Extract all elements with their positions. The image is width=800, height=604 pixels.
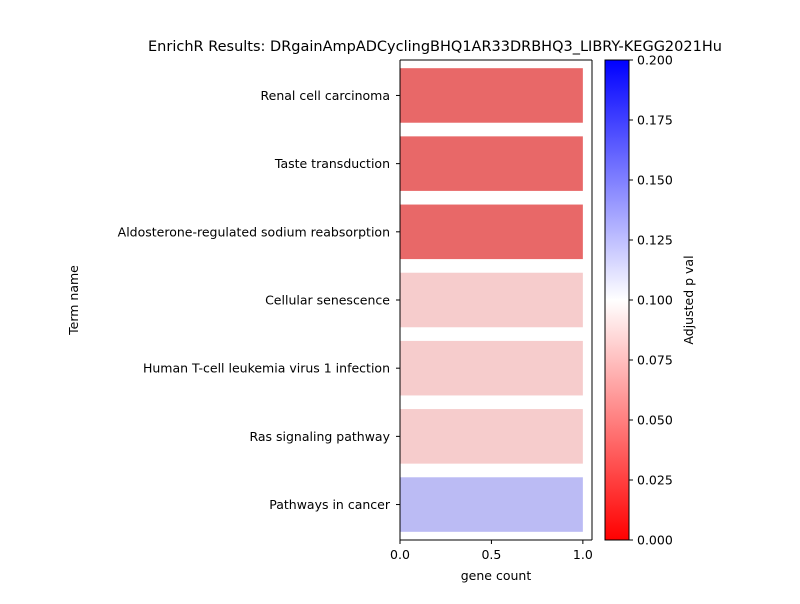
- colorbar: Adjusted p val 0.000 0.025 0.050 0.075 0.100…: [604, 53, 696, 548]
- y-tick-label: Taste transduction: [274, 156, 390, 171]
- x-tick-label: 0.5: [481, 547, 501, 562]
- x-tick-label: 1.0: [573, 547, 593, 562]
- chart-title: EnrichR Results: DRgainAmpADCyclingBHQ1A…: [148, 39, 722, 55]
- y-tick-label: Renal cell carcinoma: [261, 88, 390, 103]
- bar: [400, 477, 583, 532]
- bars-layer: [400, 68, 583, 532]
- colorbar-tick-label: 0.075: [637, 353, 673, 368]
- y-tick-label: Aldosterone-regulated sodium reabsorptio…: [118, 224, 390, 239]
- colorbar-tick-label: 0.000: [637, 533, 673, 548]
- x-tick-label: 0.0: [390, 547, 410, 562]
- colorbar-tick-label: 0.150: [637, 173, 673, 188]
- colorbar-tick-label: 0.200: [637, 53, 673, 68]
- y-tick-label: Cellular senescence: [265, 293, 390, 308]
- colorbar-tick-label: 0.100: [637, 293, 673, 308]
- colorbar-label: Adjusted p val: [681, 255, 696, 344]
- bar: [400, 136, 583, 191]
- axes-layer: Renal cell carcinoma Taste transduction Al…: [118, 59, 593, 562]
- y-tick-label: Pathways in cancer: [269, 497, 391, 512]
- y-tick-label: Human T-cell leukemia virus 1 infection: [143, 361, 390, 376]
- colorbar-gradient: [604, 59, 630, 541]
- y-tick-label: Ras signaling pathway: [249, 429, 390, 444]
- colorbar-tick-label: 0.175: [637, 113, 673, 128]
- colorbar-tick-label: 0.125: [637, 233, 673, 248]
- bar: [400, 340, 583, 396]
- y-axis-label: Term name: [66, 265, 81, 336]
- colorbar-tick-label: 0.025: [637, 473, 673, 488]
- bar: [400, 68, 583, 123]
- bar: [400, 409, 583, 464]
- bar: [400, 272, 583, 328]
- colorbar-tick-label: 0.050: [637, 413, 673, 428]
- bar: [400, 204, 583, 260]
- x-axis-label: gene count: [461, 568, 532, 583]
